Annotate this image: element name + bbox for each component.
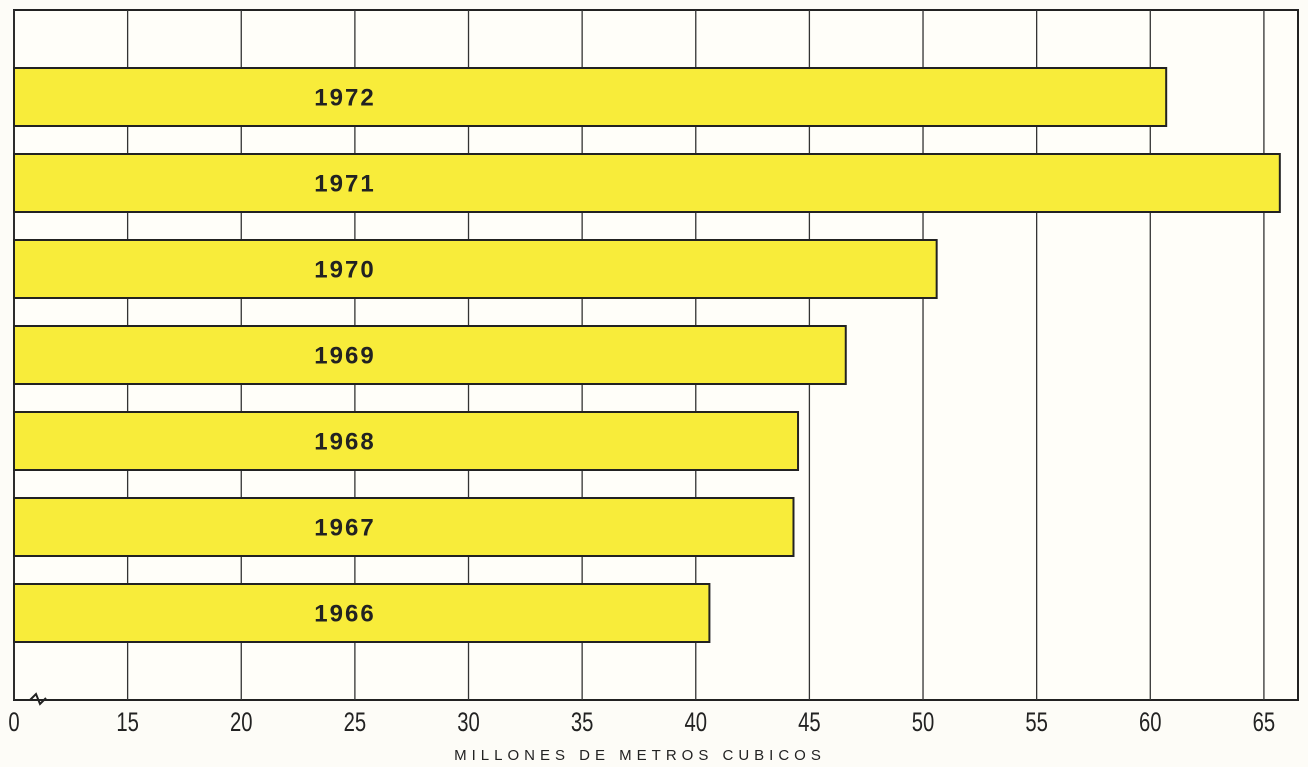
x-tick-label: 25 (344, 707, 367, 738)
x-tick-label: 40 (685, 707, 708, 738)
bar (13, 583, 711, 643)
x-tick-label: 20 (230, 707, 253, 738)
bar-label: 1970 (314, 256, 375, 283)
bar (13, 325, 847, 385)
bar-label: 1966 (314, 600, 375, 627)
axis-break (29, 692, 47, 706)
bar (13, 239, 938, 299)
bar-label: 1972 (314, 84, 375, 111)
bar (13, 497, 795, 557)
x-axis-title: MILLONES DE METROS CUBICOS (454, 747, 826, 764)
x-tick-label: 35 (571, 707, 594, 738)
x-tick-label: 50 (912, 707, 935, 738)
x-tick-label: 15 (116, 707, 139, 738)
x-tick-label: 65 (1253, 707, 1276, 738)
bar (13, 67, 1168, 127)
x-tick-label: 0 (8, 707, 19, 738)
x-tick-label: 30 (457, 707, 480, 738)
bar (13, 411, 800, 471)
x-tick-label: 60 (1139, 707, 1162, 738)
bar (13, 153, 1281, 213)
x-tick-label: 45 (798, 707, 821, 738)
x-tick-label: 55 (1025, 707, 1048, 738)
bar-label: 1971 (314, 170, 375, 197)
bar-label: 1968 (314, 428, 375, 455)
bar-label: 1969 (314, 342, 375, 369)
bar-label: 1967 (314, 514, 375, 541)
